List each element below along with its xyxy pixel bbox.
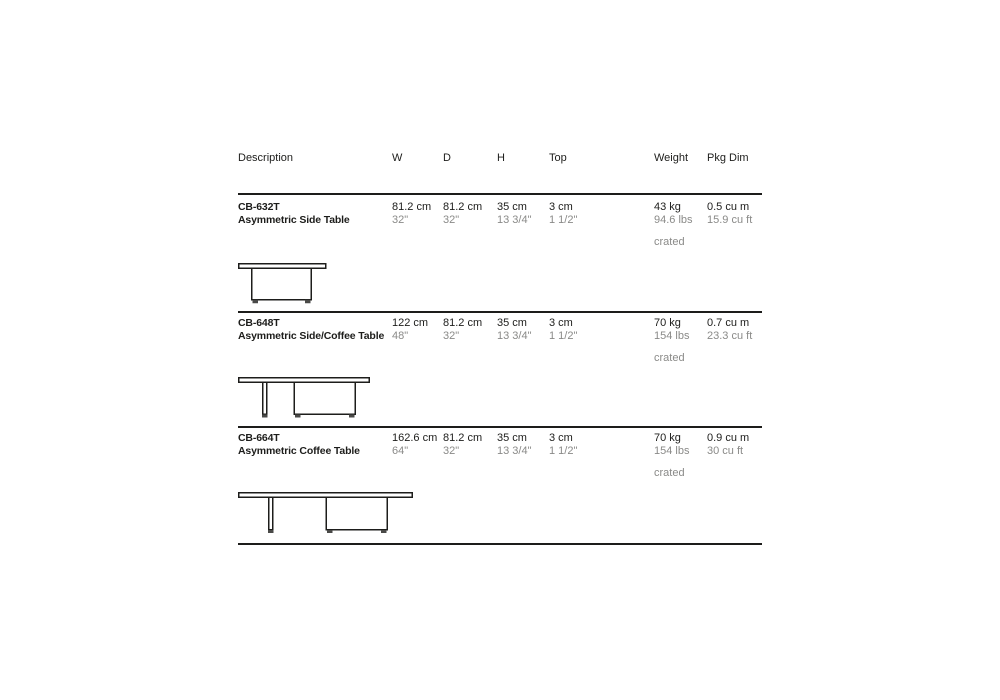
product-description: CB-648T Asymmetric Side/Coffee Table bbox=[238, 317, 384, 343]
depth-cm: 81.2 cm bbox=[443, 201, 483, 213]
top-thickness-cell: 3 cm 1 1/2" bbox=[549, 201, 577, 227]
col-header-depth: D bbox=[443, 152, 451, 164]
row-divider bbox=[238, 426, 762, 428]
product-name: Asymmetric Coffee Table bbox=[238, 445, 360, 457]
weight-kg: 70 kg bbox=[654, 317, 681, 329]
width-in: 32" bbox=[392, 214, 409, 226]
depth-in: 32" bbox=[443, 445, 460, 457]
depth-cm: 81.2 cm bbox=[443, 432, 483, 444]
top-in: 1 1/2" bbox=[549, 214, 578, 226]
weight-note: crated bbox=[654, 352, 685, 364]
width-in: 64" bbox=[392, 445, 409, 457]
height-cm: 35 cm bbox=[497, 432, 527, 444]
width-cm: 122 cm bbox=[392, 317, 429, 329]
col-header-description: Description bbox=[238, 152, 294, 164]
pkg-cu-m: 0.9 cu m bbox=[707, 432, 750, 444]
weight-note: crated bbox=[654, 236, 685, 248]
product-model: CB-632T bbox=[238, 201, 280, 213]
row-divider bbox=[238, 311, 762, 313]
weight-cell: 43 kg 94.6 lbs crated bbox=[654, 201, 693, 249]
product-description: CB-632T Asymmetric Side Table bbox=[238, 201, 350, 227]
product-model: CB-648T bbox=[238, 317, 280, 329]
height-cm: 35 cm bbox=[497, 317, 527, 329]
depth-cell: 81.2 cm 32" bbox=[443, 317, 482, 343]
pkg-cu-ft: 15.9 cu ft bbox=[707, 214, 753, 226]
depth-in: 32" bbox=[443, 214, 460, 226]
weight-lbs: 94.6 lbs bbox=[654, 214, 693, 226]
weight-kg: 43 kg bbox=[654, 201, 681, 213]
col-header-height: H bbox=[497, 152, 505, 164]
width-in: 48" bbox=[392, 330, 409, 342]
height-cm: 35 cm bbox=[497, 201, 527, 213]
pkg-dim-cell: 0.5 cu m 15.9 cu ft bbox=[707, 201, 752, 227]
weight-note: crated bbox=[654, 467, 685, 479]
product-name: Asymmetric Side Table bbox=[238, 214, 350, 226]
spec-sheet: Description W D H Top Weight Pkg Dim CB-… bbox=[238, 0, 762, 700]
top-cm: 3 cm bbox=[549, 317, 573, 329]
height-cell: 35 cm 13 3/4" bbox=[497, 201, 532, 227]
pkg-cu-ft: 30 cu ft bbox=[707, 445, 744, 457]
product-model: CB-664T bbox=[238, 432, 280, 444]
pkg-cu-m: 0.5 cu m bbox=[707, 201, 750, 213]
height-in: 13 3/4" bbox=[497, 445, 532, 457]
bottom-rule bbox=[238, 543, 762, 545]
col-header-weight: Weight bbox=[654, 152, 689, 164]
height-cell: 35 cm 13 3/4" bbox=[497, 432, 532, 458]
width-cm: 81.2 cm bbox=[392, 201, 432, 213]
height-in: 13 3/4" bbox=[497, 330, 532, 342]
pkg-cu-m: 0.7 cu m bbox=[707, 317, 750, 329]
pkg-cu-ft: 23.3 cu ft bbox=[707, 330, 753, 342]
diagram-cb-632t bbox=[238, 263, 328, 306]
width-cell: 122 cm 48" bbox=[392, 317, 428, 343]
header-divider bbox=[238, 193, 762, 195]
weight-cell: 70 kg 154 lbs crated bbox=[654, 317, 689, 365]
depth-cm: 81.2 cm bbox=[443, 317, 483, 329]
col-header-pkg-dim: Pkg Dim bbox=[707, 152, 749, 164]
weight-lbs: 154 lbs bbox=[654, 445, 690, 457]
weight-cell: 70 kg 154 lbs crated bbox=[654, 432, 689, 480]
col-header-top: Top bbox=[549, 152, 567, 164]
top-thickness-cell: 3 cm 1 1/2" bbox=[549, 317, 577, 343]
pkg-dim-cell: 0.9 cu m 30 cu ft bbox=[707, 432, 749, 458]
product-name: Asymmetric Side/Coffee Table bbox=[238, 330, 385, 342]
top-cm: 3 cm bbox=[549, 432, 573, 444]
pkg-dim-cell: 0.7 cu m 23.3 cu ft bbox=[707, 317, 752, 343]
width-cell: 81.2 cm 32" bbox=[392, 201, 431, 227]
product-description: CB-664T Asymmetric Coffee Table bbox=[238, 432, 360, 458]
top-thickness-cell: 3 cm 1 1/2" bbox=[549, 432, 577, 458]
diagram-cb-664t bbox=[238, 492, 414, 535]
height-cell: 35 cm 13 3/4" bbox=[497, 317, 532, 343]
diagram-cb-648t bbox=[238, 377, 372, 420]
width-cm: 162.6 cm bbox=[392, 432, 438, 444]
width-cell: 162.6 cm 64" bbox=[392, 432, 437, 458]
col-header-width: W bbox=[392, 152, 403, 164]
weight-lbs: 154 lbs bbox=[654, 330, 690, 342]
depth-in: 32" bbox=[443, 330, 460, 342]
top-in: 1 1/2" bbox=[549, 445, 578, 457]
weight-kg: 70 kg bbox=[654, 432, 681, 444]
depth-cell: 81.2 cm 32" bbox=[443, 201, 482, 227]
top-cm: 3 cm bbox=[549, 201, 573, 213]
top-in: 1 1/2" bbox=[549, 330, 578, 342]
height-in: 13 3/4" bbox=[497, 214, 532, 226]
depth-cell: 81.2 cm 32" bbox=[443, 432, 482, 458]
